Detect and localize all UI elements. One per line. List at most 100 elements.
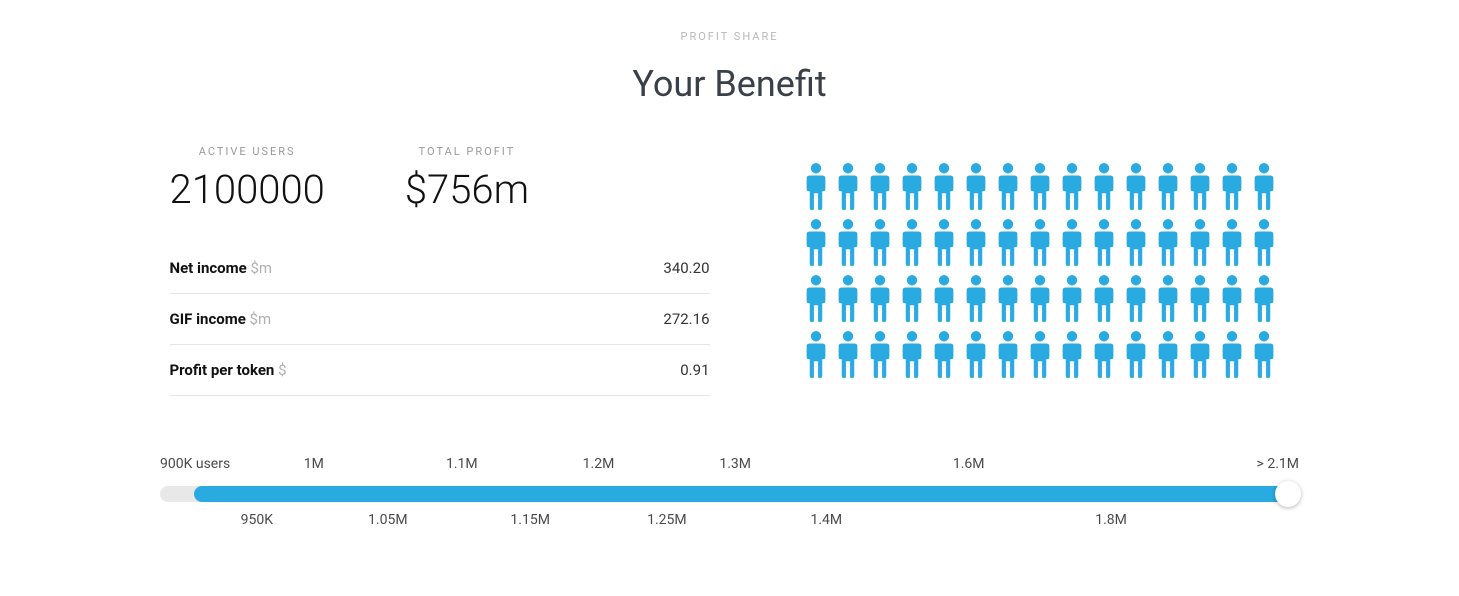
slider-ticks-top: 900K users 1M 1.1M 1.2M 1.3M 1.6M > 2.1M [160,456,1299,476]
person-icon [1251,330,1277,380]
table-row: Net income $m 340.20 [170,243,710,294]
table-row: Profit per token $ 0.91 [170,345,710,396]
person-icon [835,162,861,212]
slider-tick: 1M [304,456,324,472]
person-icon [1027,218,1053,268]
slider-handle[interactable] [1275,481,1301,507]
person-icon [1251,218,1277,268]
stat-total-profit: TOTAL PROFIT $756m [405,145,529,213]
person-icon [899,330,925,380]
person-icon [1059,274,1085,324]
stat-value: 2100000 [170,166,325,213]
person-icon [899,218,925,268]
slider-tick: 1.2M [583,456,615,472]
people-grid [803,162,1277,380]
person-icon [1091,330,1117,380]
person-icon [931,218,957,268]
row-label: Net income $m [170,259,273,277]
person-icon [963,330,989,380]
person-icon [1187,274,1213,324]
person-icon [1155,162,1181,212]
person-icon [995,330,1021,380]
slider-tick: 1.4M [810,512,842,528]
person-icon [995,218,1021,268]
stat-pair: ACTIVE USERS 2100000 TOTAL PROFIT $756m [170,145,710,213]
person-icon [995,162,1021,212]
person-icon [1091,218,1117,268]
stat-label: ACTIVE USERS [170,145,325,158]
person-icon [963,218,989,268]
person-icon [1251,162,1277,212]
person-icon [1091,274,1117,324]
person-icon [867,274,893,324]
row-label: GIF income $m [170,310,272,328]
person-icon [931,162,957,212]
slider-ticks-bottom: 950K 1.05M 1.15M 1.25M 1.4M 1.8M [160,512,1299,532]
row-value: 340.20 [663,259,709,277]
person-icon [995,274,1021,324]
person-icon [835,218,861,268]
person-icon [803,218,829,268]
person-icon [1155,274,1181,324]
slider-track[interactable] [160,486,1299,502]
person-icon [1059,330,1085,380]
slider-tick: 1.25M [647,512,687,528]
person-icon [803,330,829,380]
person-icon [1219,330,1245,380]
person-icon [1123,162,1149,212]
slider-tick: 1.1M [446,456,478,472]
user-slider: 900K users 1M 1.1M 1.2M 1.3M 1.6M > 2.1M 950K 1… [0,456,1459,532]
person-icon [1123,274,1149,324]
section-title: Your Benefit [0,63,1459,105]
person-icon [1123,330,1149,380]
person-icon [867,162,893,212]
person-icon [867,330,893,380]
person-icon [1219,162,1245,212]
person-icon [931,330,957,380]
people-visual [790,145,1290,396]
row-value: 0.91 [680,361,709,379]
table-row: GIF income $m 272.16 [170,294,710,345]
person-icon [1187,330,1213,380]
stat-value: $756m [405,166,529,213]
slider-tick: > 2.1M [1257,456,1299,472]
slider-tick: 950K [241,512,273,528]
profit-share-panel: PROFIT SHARE Your Benefit ACTIVE USERS 2… [0,0,1459,596]
row-label: Profit per token $ [170,361,287,379]
slider-tick: 1.15M [510,512,550,528]
person-icon [963,162,989,212]
person-icon [1219,218,1245,268]
person-icon [803,274,829,324]
person-icon [1251,274,1277,324]
person-icon [931,274,957,324]
person-icon [867,218,893,268]
stats-and-table: ACTIVE USERS 2100000 TOTAL PROFIT $756m … [170,145,710,396]
person-icon [803,162,829,212]
person-icon [1187,218,1213,268]
person-icon [1091,162,1117,212]
person-icon [1027,274,1053,324]
person-icon [1059,218,1085,268]
stat-label: TOTAL PROFIT [405,145,529,158]
slider-tick: 1.8M [1095,512,1127,528]
slider-tick: 1.05M [368,512,408,528]
slider-tick: 900K users [160,456,230,472]
slider-fill [194,486,1287,502]
slider-tick: 1.3M [719,456,751,472]
person-icon [1155,218,1181,268]
profit-table: Net income $m 340.20 GIF income $m 272.16 Pr… [170,243,710,396]
person-icon [1187,162,1213,212]
person-icon [899,162,925,212]
person-icon [1059,162,1085,212]
row-value: 272.16 [663,310,709,328]
stat-active-users: ACTIVE USERS 2100000 [170,145,325,213]
section-eyebrow: PROFIT SHARE [0,30,1459,43]
person-icon [899,274,925,324]
person-icon [835,274,861,324]
person-icon [1027,162,1053,212]
person-icon [963,274,989,324]
slider-tick: 1.6M [953,456,985,472]
person-icon [835,330,861,380]
person-icon [1027,330,1053,380]
person-icon [1155,330,1181,380]
